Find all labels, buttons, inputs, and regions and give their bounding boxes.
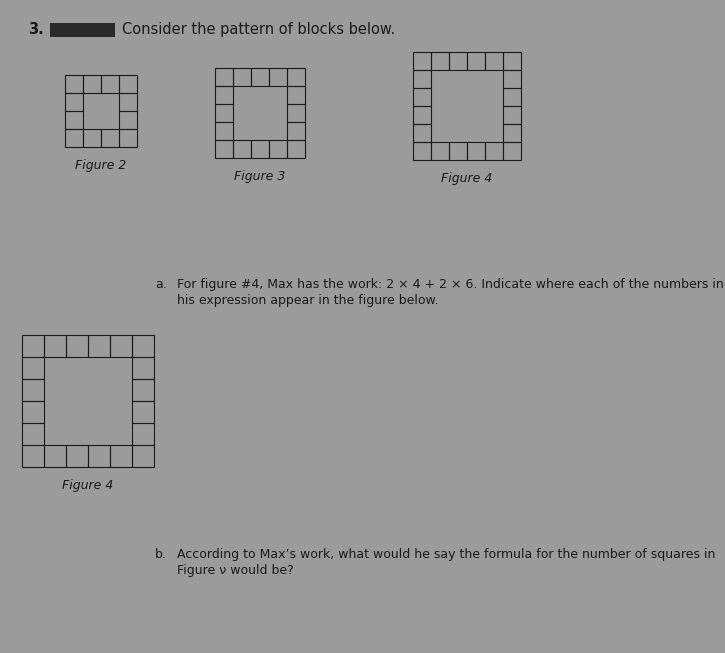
Bar: [251, 140, 269, 158]
Bar: [88, 445, 110, 467]
Text: his expression appear in the figure below.: his expression appear in the figure belo…: [177, 294, 439, 307]
Bar: [287, 86, 305, 104]
Bar: [431, 142, 449, 160]
Bar: [65, 75, 83, 93]
Bar: [233, 68, 251, 86]
Bar: [22, 401, 44, 423]
Bar: [132, 401, 154, 423]
Text: Consider the pattern of blocks below.: Consider the pattern of blocks below.: [122, 22, 395, 37]
Bar: [413, 88, 431, 106]
Text: For figure #4, Max has the work: 2 × 4 + 2 × 6. Indicate where each of the numbe: For figure #4, Max has the work: 2 × 4 +…: [177, 278, 724, 291]
Text: Figure 4: Figure 4: [442, 172, 493, 185]
Bar: [467, 142, 485, 160]
Bar: [101, 75, 119, 93]
Bar: [503, 106, 521, 124]
Text: Figure ν would be?: Figure ν would be?: [177, 564, 294, 577]
Bar: [119, 111, 137, 129]
Bar: [22, 423, 44, 445]
Bar: [215, 104, 233, 122]
Bar: [22, 379, 44, 401]
Bar: [287, 68, 305, 86]
Bar: [413, 52, 431, 70]
Bar: [251, 68, 269, 86]
Bar: [431, 52, 449, 70]
Bar: [65, 93, 83, 111]
Bar: [215, 68, 233, 86]
Bar: [287, 122, 305, 140]
Bar: [44, 445, 66, 467]
Bar: [269, 140, 287, 158]
Bar: [287, 104, 305, 122]
Text: a.: a.: [155, 278, 167, 291]
Bar: [503, 142, 521, 160]
Text: Figure 4: Figure 4: [62, 479, 114, 492]
Bar: [503, 70, 521, 88]
Bar: [413, 142, 431, 160]
Bar: [233, 140, 251, 158]
Bar: [88, 335, 110, 357]
Bar: [83, 129, 101, 147]
Text: 3.: 3.: [28, 22, 44, 37]
Text: b.: b.: [155, 548, 167, 561]
Bar: [44, 335, 66, 357]
Bar: [132, 423, 154, 445]
Bar: [66, 335, 88, 357]
Bar: [503, 88, 521, 106]
Bar: [485, 142, 503, 160]
Bar: [110, 445, 132, 467]
Bar: [83, 75, 101, 93]
Bar: [413, 70, 431, 88]
Text: According to Max’s work, what would he say the formula for the number of squares: According to Max’s work, what would he s…: [177, 548, 716, 561]
Bar: [413, 106, 431, 124]
Bar: [503, 124, 521, 142]
Bar: [65, 111, 83, 129]
Bar: [65, 129, 83, 147]
Bar: [485, 52, 503, 70]
Bar: [66, 445, 88, 467]
Bar: [110, 335, 132, 357]
Bar: [22, 445, 44, 467]
Bar: [215, 140, 233, 158]
Bar: [269, 68, 287, 86]
Text: Figure 2: Figure 2: [75, 159, 127, 172]
Bar: [215, 86, 233, 104]
Bar: [50, 23, 115, 37]
Bar: [101, 129, 119, 147]
Bar: [119, 129, 137, 147]
Bar: [119, 93, 137, 111]
Bar: [449, 52, 467, 70]
Bar: [287, 140, 305, 158]
Bar: [22, 357, 44, 379]
Bar: [132, 335, 154, 357]
Bar: [119, 75, 137, 93]
Bar: [467, 52, 485, 70]
Bar: [503, 52, 521, 70]
Bar: [132, 357, 154, 379]
Bar: [132, 379, 154, 401]
Bar: [132, 445, 154, 467]
Bar: [215, 122, 233, 140]
Bar: [413, 124, 431, 142]
Bar: [449, 142, 467, 160]
Bar: [22, 335, 44, 357]
Text: Figure 3: Figure 3: [234, 170, 286, 183]
